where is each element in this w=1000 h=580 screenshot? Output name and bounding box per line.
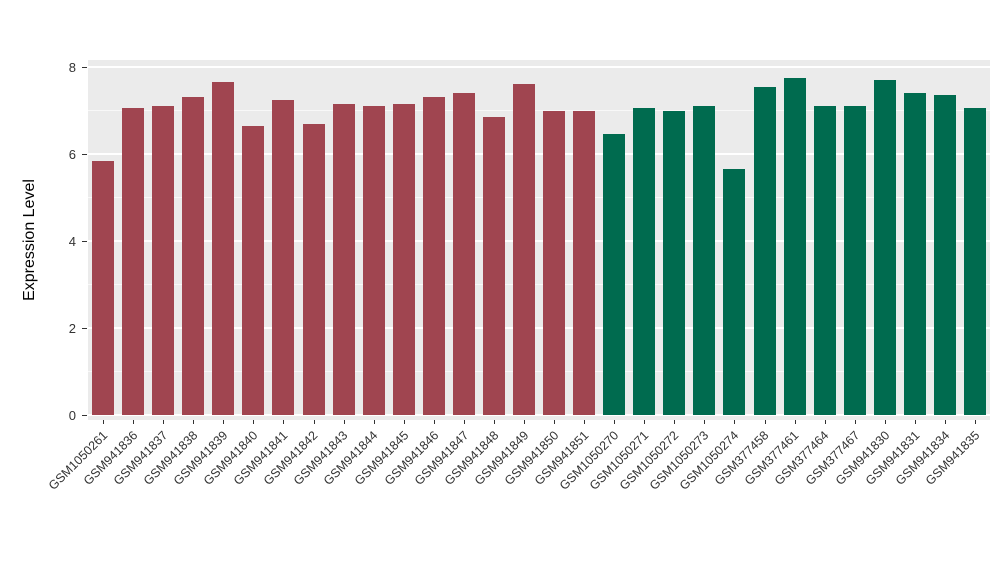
x-tick-mark [253, 420, 255, 424]
gridline-major [88, 327, 990, 329]
y-tick-mark [82, 415, 87, 416]
x-tick-mark [914, 420, 916, 424]
x-tick-mark [133, 420, 135, 424]
gridline-major [88, 240, 990, 242]
x-axis: GSM1050261 GSM941836 GSM941837 GSM941838 GSM… [46, 420, 990, 570]
bar [573, 110, 596, 415]
x-tick-mark [734, 420, 736, 424]
y-tick-mark [82, 154, 87, 155]
x-tick-mark [463, 420, 465, 424]
bar [543, 110, 566, 415]
gridline-major [88, 66, 990, 68]
bar [813, 106, 836, 415]
y-tick-mark [82, 241, 87, 242]
x-tick-mark [794, 420, 796, 424]
y-tick-mark [82, 67, 87, 68]
bar [603, 134, 626, 415]
gridline-major [88, 153, 990, 155]
x-tick-mark [764, 420, 766, 424]
gridline-minor [88, 371, 990, 372]
x-tick-mark [193, 420, 195, 424]
bar [92, 160, 115, 415]
x-tick-mark [944, 420, 946, 424]
x-tick-mark [854, 420, 856, 424]
bar [963, 108, 986, 415]
bar [633, 108, 656, 415]
bar [212, 82, 235, 415]
y-tick-label: 4 [68, 234, 76, 249]
y-tick-label: 8 [68, 60, 76, 75]
bar [362, 106, 385, 415]
x-tick-mark [704, 420, 706, 424]
bar [452, 93, 475, 415]
bar [723, 169, 746, 415]
x-tick-mark [343, 420, 345, 424]
x-tick-mark [433, 420, 435, 424]
gridline-minor [88, 284, 990, 285]
x-tick-mark [884, 420, 886, 424]
x-tick-mark [974, 420, 976, 424]
bar [482, 117, 505, 415]
x-tick-mark [403, 420, 405, 424]
bar [753, 86, 776, 415]
bar [693, 106, 716, 415]
y-tick-label: 6 [68, 147, 76, 162]
bar [783, 77, 806, 415]
x-tick-mark [644, 420, 646, 424]
bar [242, 125, 265, 415]
x-tick-mark [163, 420, 165, 424]
bar [512, 84, 535, 415]
bar [903, 93, 926, 415]
bar [422, 97, 445, 415]
x-tick-mark [614, 420, 616, 424]
x-tick-mark [223, 420, 225, 424]
bar [182, 97, 205, 415]
bar [152, 106, 175, 415]
x-tick-mark [283, 420, 285, 424]
x-tick-mark [313, 420, 315, 424]
bar [122, 108, 145, 415]
x-tick-mark [523, 420, 525, 424]
bar [663, 110, 686, 415]
bar [392, 103, 415, 415]
y-tick-label: 0 [68, 408, 76, 423]
y-axis: 0 2 4 6 8 [0, 60, 88, 423]
x-tick-mark [674, 420, 676, 424]
gridline-major [88, 414, 990, 416]
x-tick-mark [493, 420, 495, 424]
bar [873, 80, 896, 415]
bar [302, 123, 325, 415]
x-tick-mark [554, 420, 556, 424]
bar [933, 95, 956, 415]
bar [332, 103, 355, 415]
gridline-minor [88, 110, 990, 111]
y-tick-mark [82, 328, 87, 329]
x-tick-mark [373, 420, 375, 424]
bar [272, 99, 295, 415]
bar [843, 106, 866, 415]
y-tick-label: 2 [68, 321, 76, 336]
x-tick-mark [103, 420, 105, 424]
x-tick-mark [824, 420, 826, 424]
x-tick-mark [584, 420, 586, 424]
gridline-minor [88, 197, 990, 198]
plot-panel [88, 60, 990, 420]
